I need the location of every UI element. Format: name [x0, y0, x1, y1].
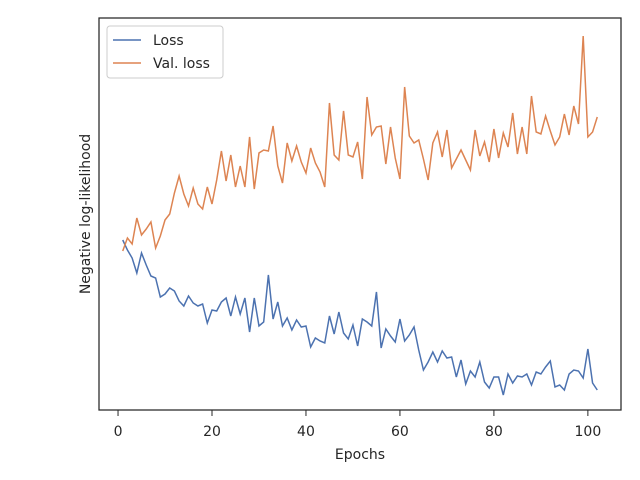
x-tick-label: 40 [297, 424, 315, 440]
line-series [122, 35, 598, 252]
x-tick-label: 0 [114, 424, 123, 440]
x-tick-label: 60 [391, 424, 409, 440]
x-tick-label: 20 [203, 424, 221, 440]
legend-box [106, 25, 224, 79]
x-tick-label: 80 [485, 424, 503, 440]
line-series [122, 239, 598, 396]
x-tick-label: 100 [575, 424, 602, 440]
plot-frame [98, 17, 622, 411]
legend-label: Val. loss [153, 56, 210, 72]
y-axis-label: Negative log-likelihood [78, 134, 94, 294]
x-axis-label: Epochs [335, 447, 385, 463]
legend-label: Loss [153, 33, 184, 49]
